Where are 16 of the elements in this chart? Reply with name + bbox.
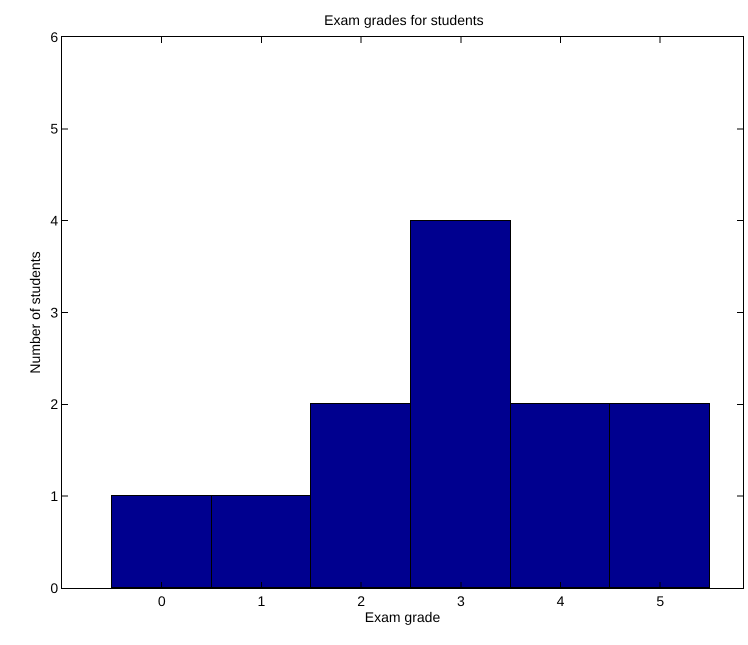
y-tick-label: 6	[50, 28, 58, 45]
x-tick-label: 2	[357, 592, 366, 609]
y-tick-label: 0	[50, 580, 58, 596]
y-tick-label: 2	[50, 396, 58, 412]
chart-title: Exam grades for students	[324, 12, 484, 28]
y-tick-label: 3	[50, 304, 58, 320]
x-tick-label: 0	[158, 592, 166, 609]
x-tick-label: 3	[456, 592, 465, 609]
y-tick-label: 1	[50, 488, 58, 504]
x-tick-label: 1	[258, 592, 266, 609]
y-tick-label: 5	[50, 120, 58, 137]
y-tick-label: 4	[50, 212, 58, 229]
x-tick-label: 5	[656, 592, 664, 609]
x-tick-label: 4	[556, 592, 565, 609]
y-axis-title: Number of students	[27, 251, 44, 374]
x-axis-title: Exam grade	[364, 608, 440, 625]
